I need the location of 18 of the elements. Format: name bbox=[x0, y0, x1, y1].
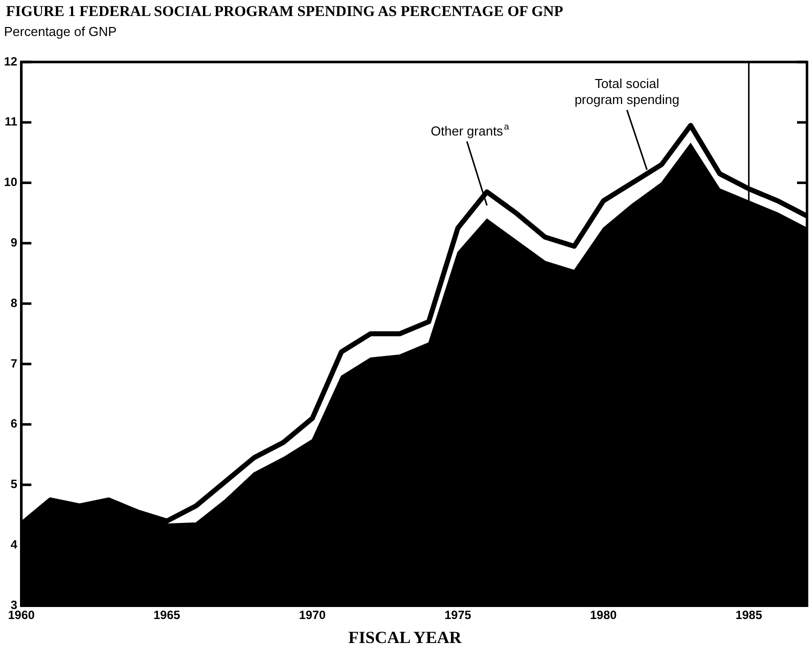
x-tick-label: 1980 bbox=[590, 608, 617, 622]
x-axis-title: FISCAL YEAR bbox=[347, 628, 463, 648]
y-tick-label: 7 bbox=[10, 356, 18, 370]
y-tick-label: 10 bbox=[4, 175, 18, 190]
y-axis-title: Percentage of GNP bbox=[4, 24, 117, 39]
chart-title: FIGURE 1 FEDERAL SOCIAL PROGRAM SPENDING AS PERCENTAGE OF GNP bbox=[6, 4, 564, 21]
x-tick-label: 1965 bbox=[153, 608, 181, 622]
y-tick-label: 6 bbox=[10, 416, 18, 431]
x-tick-label: 1970 bbox=[298, 608, 326, 622]
series-label: Total social program spending bbox=[574, 76, 680, 107]
y-tick-label: 4 bbox=[10, 538, 18, 552]
y-tick-label: 9 bbox=[10, 236, 18, 250]
y-tick-label: 5 bbox=[10, 477, 18, 492]
x-tick-label: 1985 bbox=[735, 608, 762, 622]
y-tick-label: 8 bbox=[10, 296, 18, 310]
y-tick-label: 12 bbox=[4, 54, 18, 68]
x-tick-label: 1975 bbox=[444, 608, 472, 622]
y-tick-label: 11 bbox=[4, 114, 18, 129]
